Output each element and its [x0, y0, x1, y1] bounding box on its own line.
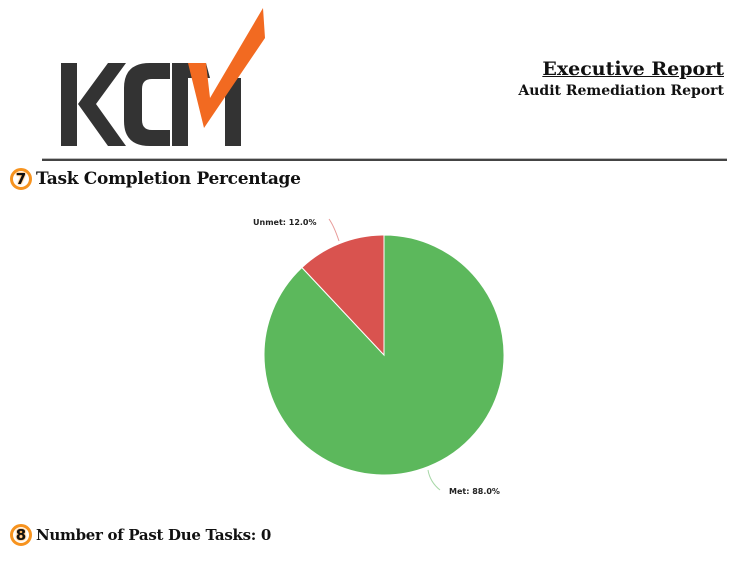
section-number-badge: 8 [10, 524, 32, 546]
met-label: Met: 88.0% [449, 487, 500, 496]
kcm-logo-graphic [61, 8, 265, 146]
unmet-label: Unmet: 12.0% [253, 218, 317, 227]
unmet-leader-line [328, 218, 340, 242]
checkmark-icon [188, 8, 265, 128]
section-past-due-tasks: 8 Number of Past Due Tasks: 0 [10, 524, 271, 546]
kcm-logo [58, 8, 268, 148]
section-number-badge: 7 [10, 168, 32, 190]
met-leader-line [427, 469, 441, 491]
section-task-completion: 7 Task Completion Percentage [10, 168, 301, 190]
section-title: Number of Past Due Tasks: 0 [36, 526, 272, 544]
section-title: Task Completion Percentage [36, 169, 301, 189]
report-header: Executive Report Audit Remediation Repor… [518, 57, 724, 100]
pie-slice-unmet [301, 234, 385, 357]
report-title: Executive Report [542, 58, 724, 80]
report-subtitle: Audit Remediation Report [518, 83, 724, 99]
header-divider [42, 158, 727, 161]
